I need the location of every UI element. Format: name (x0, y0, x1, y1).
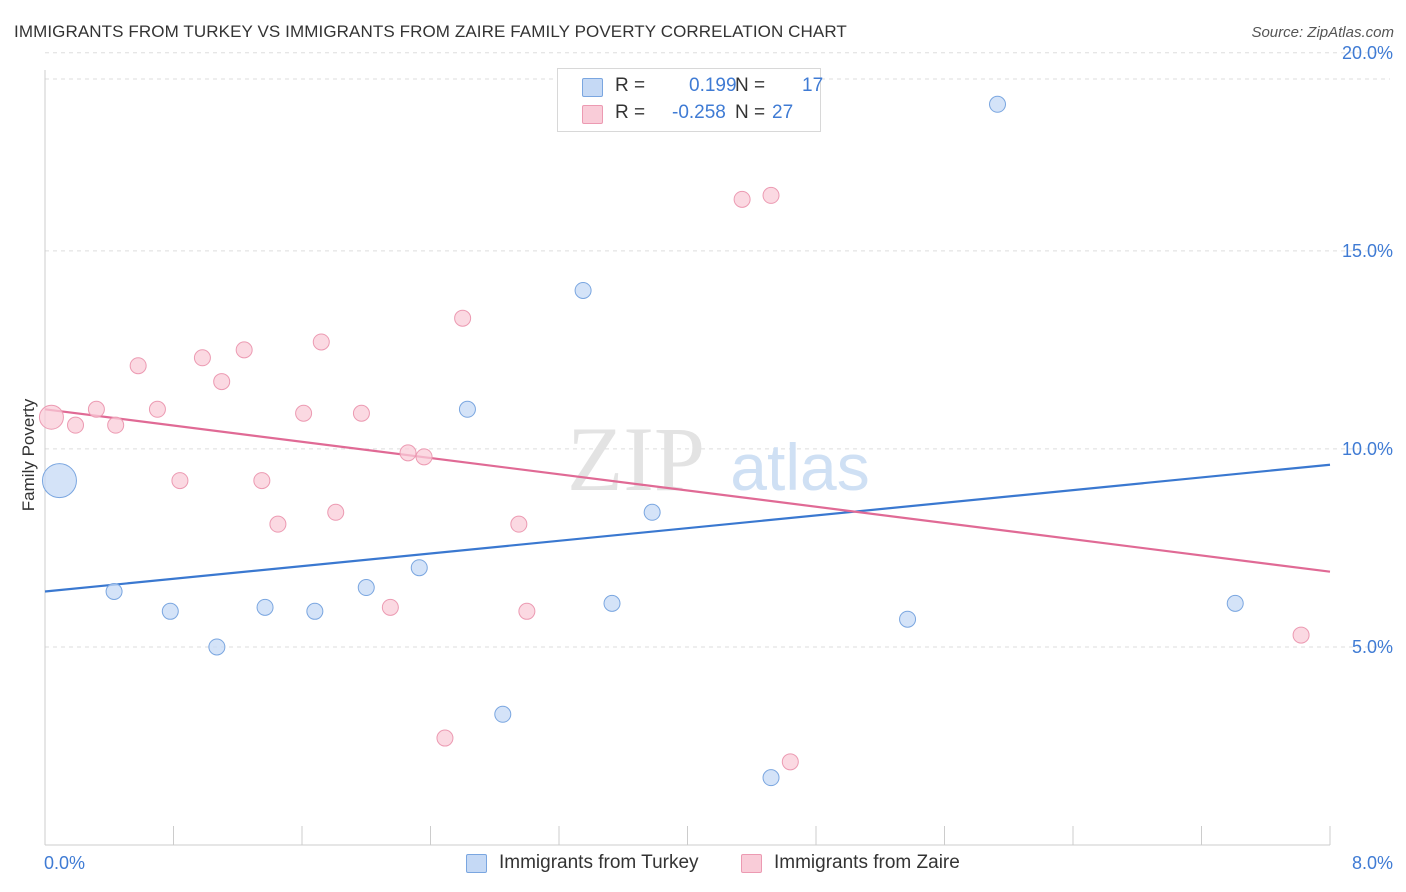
point-turkey (208, 638, 226, 656)
point-turkey (899, 610, 917, 628)
point-zaire (253, 472, 271, 490)
x-tick-label: 0.0% (44, 853, 85, 873)
point-zaire (312, 333, 330, 351)
legend-swatch-zaire (741, 854, 762, 873)
point-turkey (762, 769, 780, 787)
watermark-zip: ZIP (567, 408, 705, 510)
point-zaire (415, 448, 433, 466)
legend-label-turkey: Immigrants from Turkey (499, 852, 699, 873)
stats-legend: R = 0.199 N = 17 R = -0.258 N = 27 (557, 68, 824, 132)
trend-lines (44, 408, 1331, 593)
point-zaire (399, 444, 417, 462)
point-turkey (357, 579, 375, 597)
legend-swatch-turkey (582, 78, 603, 97)
legend-r-label: R = (615, 75, 646, 96)
point-turkey (989, 95, 1007, 113)
point-zaire (129, 357, 147, 375)
point-zaire (1292, 626, 1310, 644)
point-zaire (87, 400, 105, 418)
point-zaire (107, 416, 125, 434)
point-turkey (603, 594, 621, 612)
point-zaire (454, 309, 472, 327)
data-points (38, 95, 1310, 787)
point-zaire (327, 503, 345, 521)
point-zaire (235, 341, 253, 359)
legend-r-label: R = (615, 102, 646, 123)
chart-title: IMMIGRANTS FROM TURKEY VS IMMIGRANTS FRO… (14, 22, 847, 41)
trend-line-zaire (44, 408, 1331, 573)
point-zaire (193, 349, 211, 367)
point-zaire (38, 404, 64, 430)
point-turkey (1226, 594, 1244, 612)
x-tick-label: 8.0% (1352, 853, 1393, 873)
point-zaire (762, 186, 780, 204)
trend-line-turkey (44, 463, 1331, 593)
point-turkey (643, 503, 661, 521)
axes (44, 70, 1331, 846)
point-turkey (105, 582, 123, 600)
point-turkey (306, 602, 324, 620)
y-axis-label: Family Poverty (19, 398, 38, 511)
point-turkey (41, 463, 77, 499)
legend-n-value-zaire: 27 (772, 102, 794, 123)
point-zaire (148, 400, 166, 418)
point-zaire (781, 753, 799, 771)
point-turkey (161, 602, 179, 620)
point-zaire (67, 416, 85, 434)
tick-labels: 5.0% 10.0% 15.0% 20.0% 0.0% 8.0% (44, 43, 1393, 873)
point-zaire (381, 598, 399, 616)
point-turkey (410, 559, 428, 577)
point-turkey (256, 598, 274, 616)
point-zaire (171, 472, 189, 490)
point-zaire (733, 190, 751, 208)
watermark-atlas: atlas (730, 430, 869, 504)
point-zaire (269, 515, 287, 533)
point-turkey (458, 400, 476, 418)
point-turkey (494, 705, 512, 723)
source-label: Source: ZipAtlas.com (1251, 24, 1394, 41)
y-tick-label: 5.0% (1352, 637, 1393, 657)
legend-swatch-zaire (582, 105, 603, 124)
legend-n-label: N = (735, 102, 766, 123)
point-zaire (518, 602, 536, 620)
point-zaire (510, 515, 528, 533)
y-tick-label: 15.0% (1342, 241, 1393, 261)
legend-swatch-turkey (466, 854, 487, 873)
point-zaire (436, 729, 454, 747)
legend-label-zaire: Immigrants from Zaire (774, 852, 960, 873)
point-zaire (295, 404, 313, 422)
y-tick-label: 20.0% (1342, 43, 1393, 63)
legend-n-value-turkey: 17 (802, 75, 824, 96)
point-turkey (574, 281, 592, 299)
legend-r-value-zaire: -0.258 (672, 102, 726, 123)
point-zaire (213, 373, 231, 391)
legend-r-value-turkey: 0.199 (689, 75, 737, 96)
y-tick-label: 10.0% (1342, 439, 1393, 459)
legend-n-label: N = (735, 75, 766, 96)
point-zaire (352, 404, 370, 422)
